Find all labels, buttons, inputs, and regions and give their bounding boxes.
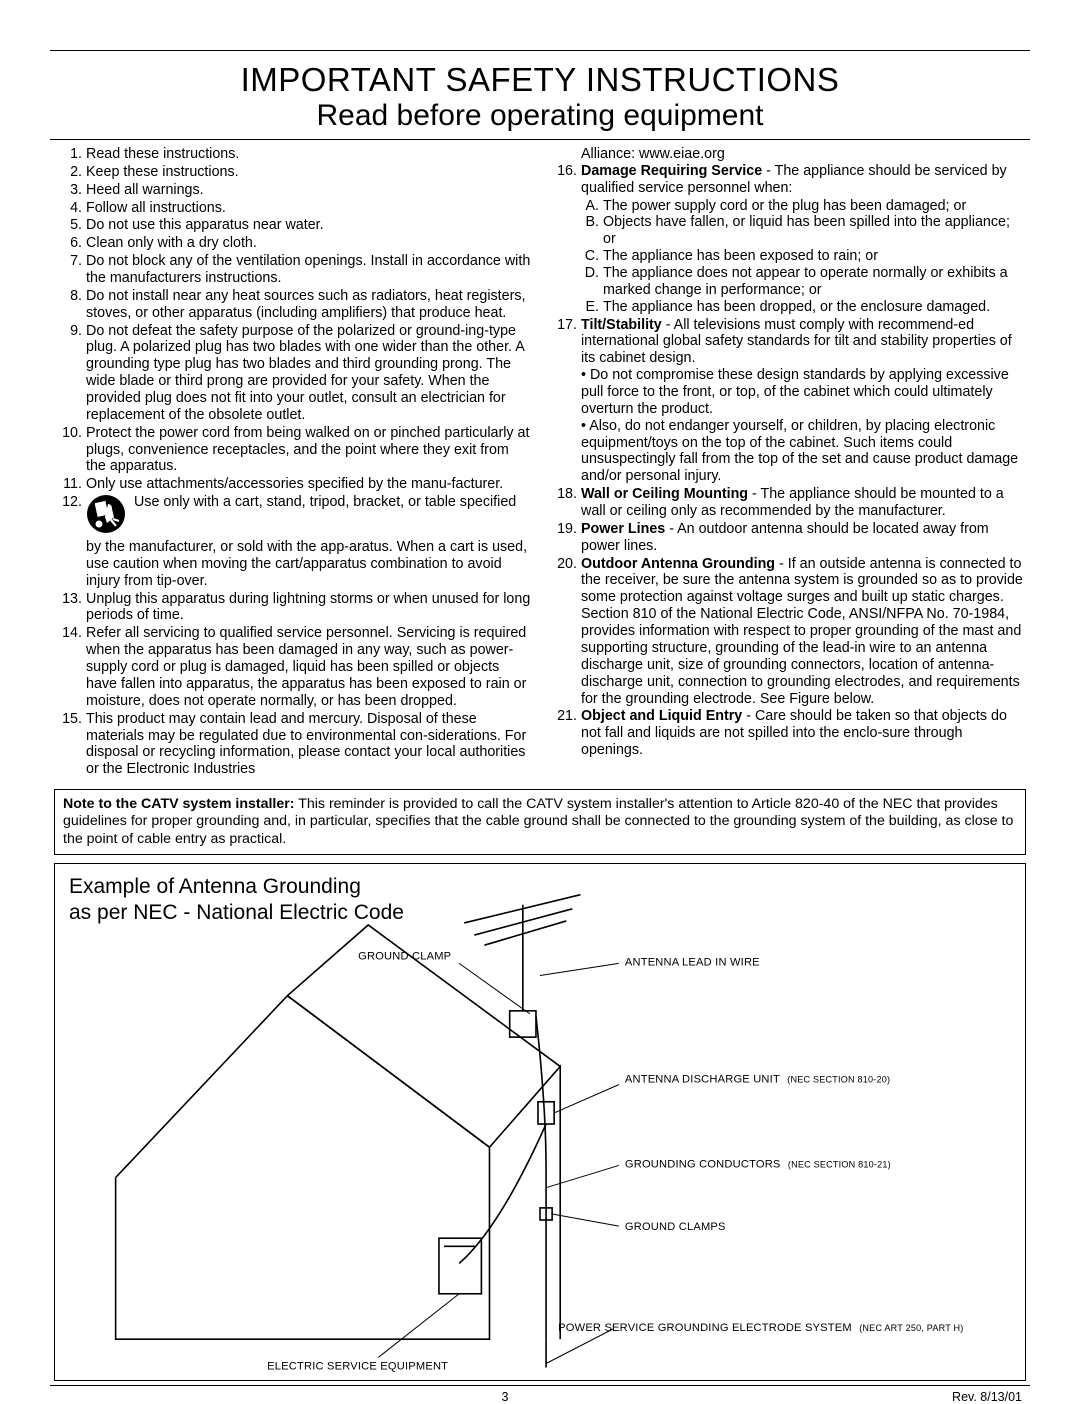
page-footer: 3 Rev. 8/13/01 xyxy=(50,1386,1030,1404)
list-item: Clean only with a dry cloth. xyxy=(54,235,531,252)
item17-lead: Tilt/Stability xyxy=(581,317,662,333)
title-line-2: Read before operating equipment xyxy=(50,99,1030,133)
antenna-diagram-svg: GROUND CLAMP ANTENNA LEAD IN WIRE ANTENN… xyxy=(55,864,1025,1380)
label-ground-clamp: GROUND CLAMP xyxy=(358,950,451,962)
label-antenna-lead: ANTENNA LEAD IN WIRE xyxy=(625,956,760,968)
list-item: Do not block any of the ventilation open… xyxy=(54,253,531,287)
label-discharge-unit: ANTENNA DISCHARGE UNIT (NEC SECTION 810-… xyxy=(625,1074,890,1086)
list-item: Tilt/Stability - All televisions must co… xyxy=(549,317,1026,486)
label-power-electrode: POWER SERVICE GROUNDING ELECTRODE SYSTEM… xyxy=(558,1322,963,1334)
item20-lead: Outdoor Antenna Grounding xyxy=(581,556,775,572)
list-item: Wall or Ceiling Mounting - The appliance… xyxy=(549,486,1026,520)
list-item: Outdoor Antenna Grounding - If an outsid… xyxy=(549,556,1026,708)
list-item: Protect the power cord from being walked… xyxy=(54,425,531,476)
catv-note-box: Note to the CATV system installer: This … xyxy=(54,789,1026,855)
sub-item: The power supply cord or the plug has be… xyxy=(581,198,1026,215)
item18-lead: Wall or Ceiling Mounting xyxy=(581,486,748,502)
revision-date: Rev. 8/13/01 xyxy=(952,1390,1022,1404)
list-item: Follow all instructions. xyxy=(54,200,531,217)
list-item: Power Lines - An outdoor antenna should … xyxy=(549,521,1026,555)
left-column: Read these instructions. Keep these inst… xyxy=(54,146,531,779)
right-list: Damage Requiring Service - The appliance… xyxy=(549,163,1026,759)
label-ground-clamps: GROUND CLAMPS xyxy=(625,1221,726,1233)
list-item: Do not defeat the safety purpose of the … xyxy=(54,323,531,424)
page-number: 3 xyxy=(502,1390,509,1404)
item17-bullet1: • Do not compromise these design standar… xyxy=(581,367,1026,418)
list-item: Do not install near any heat sources suc… xyxy=(54,288,531,322)
item21-lead: Object and Liquid Entry xyxy=(581,708,742,724)
antenna-diagram-box: Example of Antenna Grounding as per NEC … xyxy=(54,863,1026,1381)
page-frame: IMPORTANT SAFETY INSTRUCTIONS Read befor… xyxy=(50,50,1030,1386)
sub-item: The appliance has been dropped, or the e… xyxy=(581,299,1026,316)
list-item: Damage Requiring Service - The appliance… xyxy=(549,163,1026,316)
item20-para2: Section 810 of the National Electric Cod… xyxy=(581,606,1026,707)
tipover-warning-icon xyxy=(86,494,126,539)
list-item: This product may contain lead and mercur… xyxy=(54,711,531,778)
item17-bullet2: • Also, do not endanger yourself, or chi… xyxy=(581,418,1026,485)
sub-item: Objects have fallen, or liquid has been … xyxy=(581,214,1026,248)
label-electric-service: ELECTRIC SERVICE EQUIPMENT xyxy=(267,1361,448,1373)
item16-sublist: The power supply cord or the plug has be… xyxy=(581,198,1026,316)
right-pretext: Alliance: www.eiae.org xyxy=(549,146,1026,163)
list-item: Only use attachments/accessories specifi… xyxy=(54,476,531,493)
list-item: Refer all servicing to qualified service… xyxy=(54,625,531,709)
instructions-columns: Read these instructions. Keep these inst… xyxy=(50,140,1030,783)
sub-item: The appliance does not appear to operate… xyxy=(581,265,1026,299)
list-item: Do not use this apparatus near water. xyxy=(54,217,531,234)
title-block: IMPORTANT SAFETY INSTRUCTIONS Read befor… xyxy=(50,51,1030,140)
label-grounding-conductors: GROUNDING CONDUCTORS (NEC SECTION 810-21… xyxy=(625,1158,891,1170)
title-line-1: IMPORTANT SAFETY INSTRUCTIONS xyxy=(50,61,1030,99)
item16-lead: Damage Requiring Service xyxy=(581,163,762,179)
list-item: Keep these instructions. xyxy=(54,164,531,181)
item19-lead: Power Lines xyxy=(581,521,665,537)
sub-item: The appliance has been exposed to rain; … xyxy=(581,248,1026,265)
list-item: Read these instructions. xyxy=(54,146,531,163)
list-item: Heed all warnings. xyxy=(54,182,531,199)
right-column: Alliance: www.eiae.org Damage Requiring … xyxy=(549,146,1026,779)
left-list: Read these instructions. Keep these inst… xyxy=(54,146,531,778)
catv-note-lead: Note to the CATV system installer: xyxy=(63,796,295,812)
list-item: Unplug this apparatus during lightning s… xyxy=(54,591,531,625)
list-item: Object and Liquid Entry - Care should be… xyxy=(549,708,1026,759)
list-item-tipover: Use only with a cart, stand, tripod, bra… xyxy=(54,494,531,589)
item12-text: Use only with a cart, stand, tripod, bra… xyxy=(86,494,527,589)
